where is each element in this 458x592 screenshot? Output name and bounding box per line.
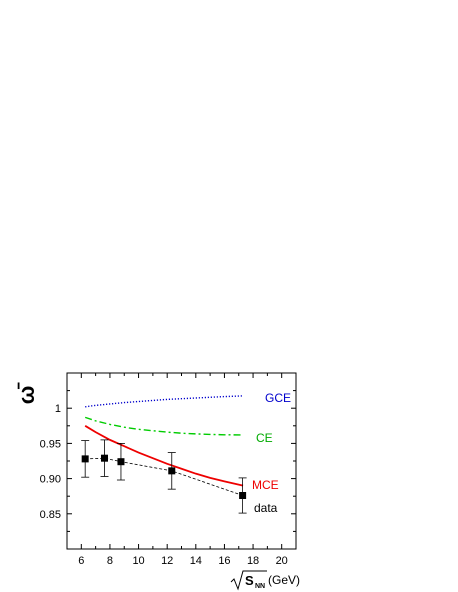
series-line-gce bbox=[85, 395, 244, 408]
x-label-subscript: NN bbox=[255, 583, 265, 590]
x-tick-label: 14 bbox=[190, 555, 202, 567]
y-tick-label: 0.95 bbox=[40, 438, 61, 450]
x-label-symbol: S bbox=[245, 573, 254, 588]
data-point bbox=[117, 458, 125, 466]
curve-label-data: data bbox=[254, 501, 278, 515]
y-tick-label: 1 bbox=[55, 403, 61, 415]
labels: 6 8 10 12 14 16 18 20 0.85 0.90 0.95 1 ω̄ S NN (GeV) GC… bbox=[14, 382, 300, 591]
x-tick-label: 12 bbox=[161, 555, 173, 567]
x-tick-label: 8 bbox=[107, 555, 113, 567]
curve-label-ce: CE bbox=[256, 431, 273, 445]
series-layer bbox=[81, 395, 247, 514]
x-tick-label: 20 bbox=[276, 555, 288, 567]
x-axis-label: S NN (GeV) bbox=[230, 570, 300, 591]
sqrt-sign bbox=[230, 570, 267, 591]
y-tick-label: 0.90 bbox=[40, 474, 61, 486]
x-label-unit: (GeV) bbox=[268, 573, 300, 587]
data-point bbox=[81, 455, 89, 463]
x-tick-label: 18 bbox=[247, 555, 259, 567]
curve-label-gce: GCE bbox=[265, 391, 291, 405]
y-tick-label: 0.85 bbox=[40, 509, 61, 521]
series-line-mce bbox=[84, 425, 244, 487]
x-tick-label: 10 bbox=[132, 555, 144, 567]
data-point bbox=[100, 454, 108, 462]
x-tick-label: 6 bbox=[78, 555, 84, 567]
y-axis-label: ω̄ bbox=[14, 382, 39, 405]
data-connector-line bbox=[85, 457, 243, 496]
axes bbox=[66, 372, 297, 550]
curve-label-mce: MCE bbox=[252, 478, 279, 492]
data-point bbox=[239, 491, 247, 499]
data-point bbox=[168, 467, 176, 475]
x-tick-label: 16 bbox=[218, 555, 230, 567]
series-line-ce bbox=[84, 416, 244, 436]
